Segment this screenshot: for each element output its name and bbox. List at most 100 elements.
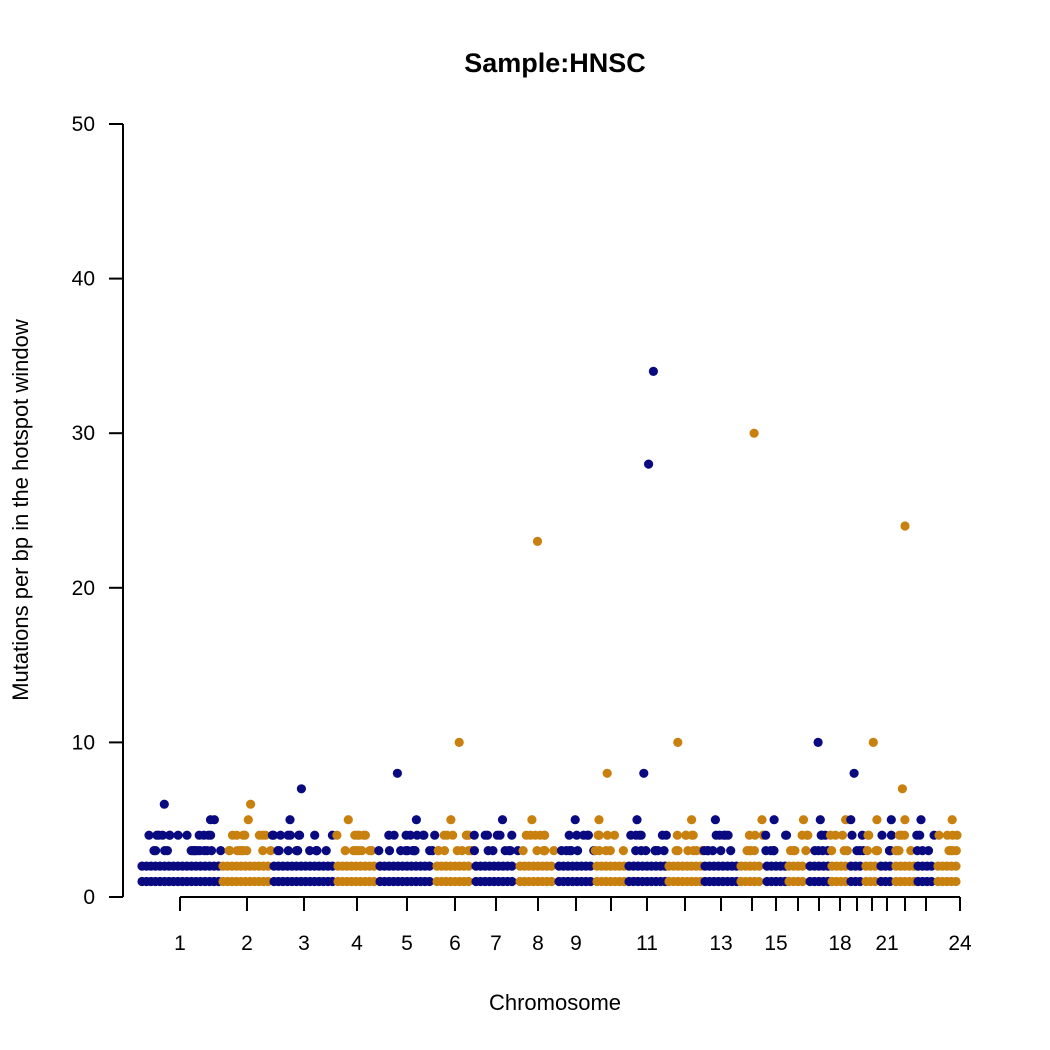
data-point <box>847 830 857 840</box>
data-point <box>849 768 859 778</box>
data-point <box>564 830 574 840</box>
data-point <box>507 876 517 887</box>
data-point <box>761 846 771 856</box>
data-point <box>469 830 479 840</box>
data-point <box>951 861 961 871</box>
x-tick-label: 2 <box>241 932 253 955</box>
data-point <box>801 846 811 856</box>
data-point <box>396 846 406 856</box>
data-point <box>305 846 315 856</box>
data-point <box>602 768 612 778</box>
data-point <box>507 830 517 840</box>
data-point <box>632 815 642 825</box>
data-point <box>594 815 604 825</box>
data-points <box>137 366 962 887</box>
data-point <box>267 830 277 840</box>
data-point <box>846 815 856 825</box>
data-point <box>497 815 508 825</box>
data-point <box>661 830 671 840</box>
data-point <box>862 846 873 856</box>
data-point <box>891 846 901 856</box>
data-point <box>182 830 192 840</box>
data-point <box>687 815 697 825</box>
x-tick-label: 15 <box>764 932 787 955</box>
data-point <box>424 876 435 887</box>
data-point <box>899 830 910 840</box>
y-tick-label: 20 <box>72 577 95 600</box>
data-point <box>295 830 305 840</box>
data-point <box>483 846 493 856</box>
data-point <box>258 830 268 840</box>
y-tick-label: 50 <box>72 113 95 136</box>
data-point <box>570 815 580 825</box>
data-point <box>461 830 471 840</box>
y-tick-label: 40 <box>72 268 95 291</box>
data-point <box>644 459 654 469</box>
data-point <box>864 830 874 840</box>
data-point <box>556 846 567 856</box>
data-point <box>159 799 169 809</box>
data-point <box>585 861 596 871</box>
data-point <box>359 830 369 840</box>
data-point <box>238 830 248 840</box>
data-point <box>340 846 350 856</box>
data-point <box>926 876 937 887</box>
data-point <box>585 876 596 887</box>
data-point <box>392 768 402 778</box>
data-point <box>803 830 813 840</box>
x-tick-label: 1 <box>174 932 186 955</box>
y-tick-label: 10 <box>72 731 95 754</box>
data-point <box>162 846 172 856</box>
data-point <box>424 861 435 871</box>
x-tick-label: 7 <box>490 932 502 955</box>
x-axis-title: Chromosome <box>489 990 621 1015</box>
data-point <box>673 846 683 856</box>
data-point <box>446 815 456 825</box>
data-point <box>810 846 820 856</box>
data-point <box>877 830 887 840</box>
data-point <box>469 846 479 856</box>
data-point <box>781 830 792 840</box>
data-point <box>224 846 234 856</box>
data-point <box>659 846 669 856</box>
data-point <box>439 846 450 856</box>
data-point <box>275 830 286 840</box>
y-tick-label: 0 <box>83 886 95 909</box>
data-point <box>411 815 421 825</box>
data-point <box>641 846 651 856</box>
data-point <box>357 846 367 856</box>
data-point <box>243 815 253 825</box>
data-point <box>948 830 958 840</box>
data-point <box>285 815 295 825</box>
data-point <box>691 846 702 856</box>
data-point <box>285 830 295 840</box>
data-point <box>817 830 827 840</box>
data-point <box>527 815 537 825</box>
data-point <box>631 846 641 856</box>
data-point <box>872 815 882 825</box>
data-point <box>540 830 550 840</box>
data-point <box>900 815 910 825</box>
data-point <box>430 830 440 840</box>
data-point <box>716 846 726 856</box>
data-point <box>321 846 331 856</box>
data-point <box>946 846 956 856</box>
data-point <box>815 815 825 825</box>
data-point <box>273 846 283 856</box>
data-point <box>797 876 808 887</box>
data-point <box>546 876 557 887</box>
data-point <box>384 830 394 840</box>
data-point <box>439 830 449 840</box>
data-point <box>837 830 848 840</box>
data-point <box>672 830 682 840</box>
data-point <box>719 830 729 840</box>
x-axis: 1 2 3 4 5 6 7 8 9 11 13 15 18 21 24 <box>174 896 972 955</box>
data-point <box>367 846 377 856</box>
x-tick-label: 11 <box>636 932 658 955</box>
data-point <box>609 830 620 840</box>
data-point <box>601 846 611 856</box>
data-point <box>158 830 168 840</box>
data-point <box>492 830 502 840</box>
data-point <box>648 366 659 376</box>
data-point <box>926 861 937 871</box>
